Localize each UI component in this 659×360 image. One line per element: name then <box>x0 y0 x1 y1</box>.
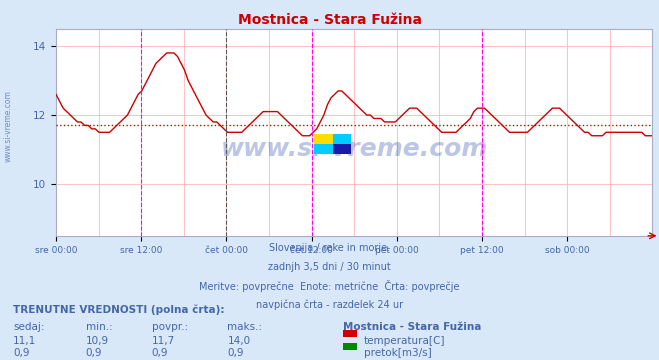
Text: Mostnica - Stara Fužina: Mostnica - Stara Fužina <box>237 13 422 27</box>
Text: sedaj:: sedaj: <box>13 322 45 332</box>
Text: 10,9: 10,9 <box>86 336 109 346</box>
Text: min.:: min.: <box>86 322 113 332</box>
Text: temperatura[C]: temperatura[C] <box>364 336 445 346</box>
Text: 0,9: 0,9 <box>227 348 244 359</box>
Text: maks.:: maks.: <box>227 322 262 332</box>
Text: Slovenija / reke in morje.: Slovenija / reke in morje. <box>269 243 390 253</box>
Text: TRENUTNE VREDNOSTI (polna črta):: TRENUTNE VREDNOSTI (polna črta): <box>13 304 225 315</box>
Text: 0,9: 0,9 <box>13 348 30 359</box>
Text: 0,9: 0,9 <box>86 348 102 359</box>
Text: pretok[m3/s]: pretok[m3/s] <box>364 348 432 359</box>
Text: Meritve: povprečne  Enote: metrične  Črta: povprečje: Meritve: povprečne Enote: metrične Črta:… <box>199 280 460 292</box>
Text: 11,1: 11,1 <box>13 336 36 346</box>
Text: 0,9: 0,9 <box>152 348 168 359</box>
Text: zadnjh 3,5 dni / 30 minut: zadnjh 3,5 dni / 30 minut <box>268 262 391 272</box>
Text: 14,0: 14,0 <box>227 336 250 346</box>
Text: 11,7: 11,7 <box>152 336 175 346</box>
Text: povpr.:: povpr.: <box>152 322 188 332</box>
Text: www.si-vreme.com: www.si-vreme.com <box>221 137 488 161</box>
Text: www.si-vreme.com: www.si-vreme.com <box>3 90 13 162</box>
Text: navpična črta - razdelek 24 ur: navpična črta - razdelek 24 ur <box>256 299 403 310</box>
Text: Mostnica - Stara Fužina: Mostnica - Stara Fužina <box>343 322 481 332</box>
